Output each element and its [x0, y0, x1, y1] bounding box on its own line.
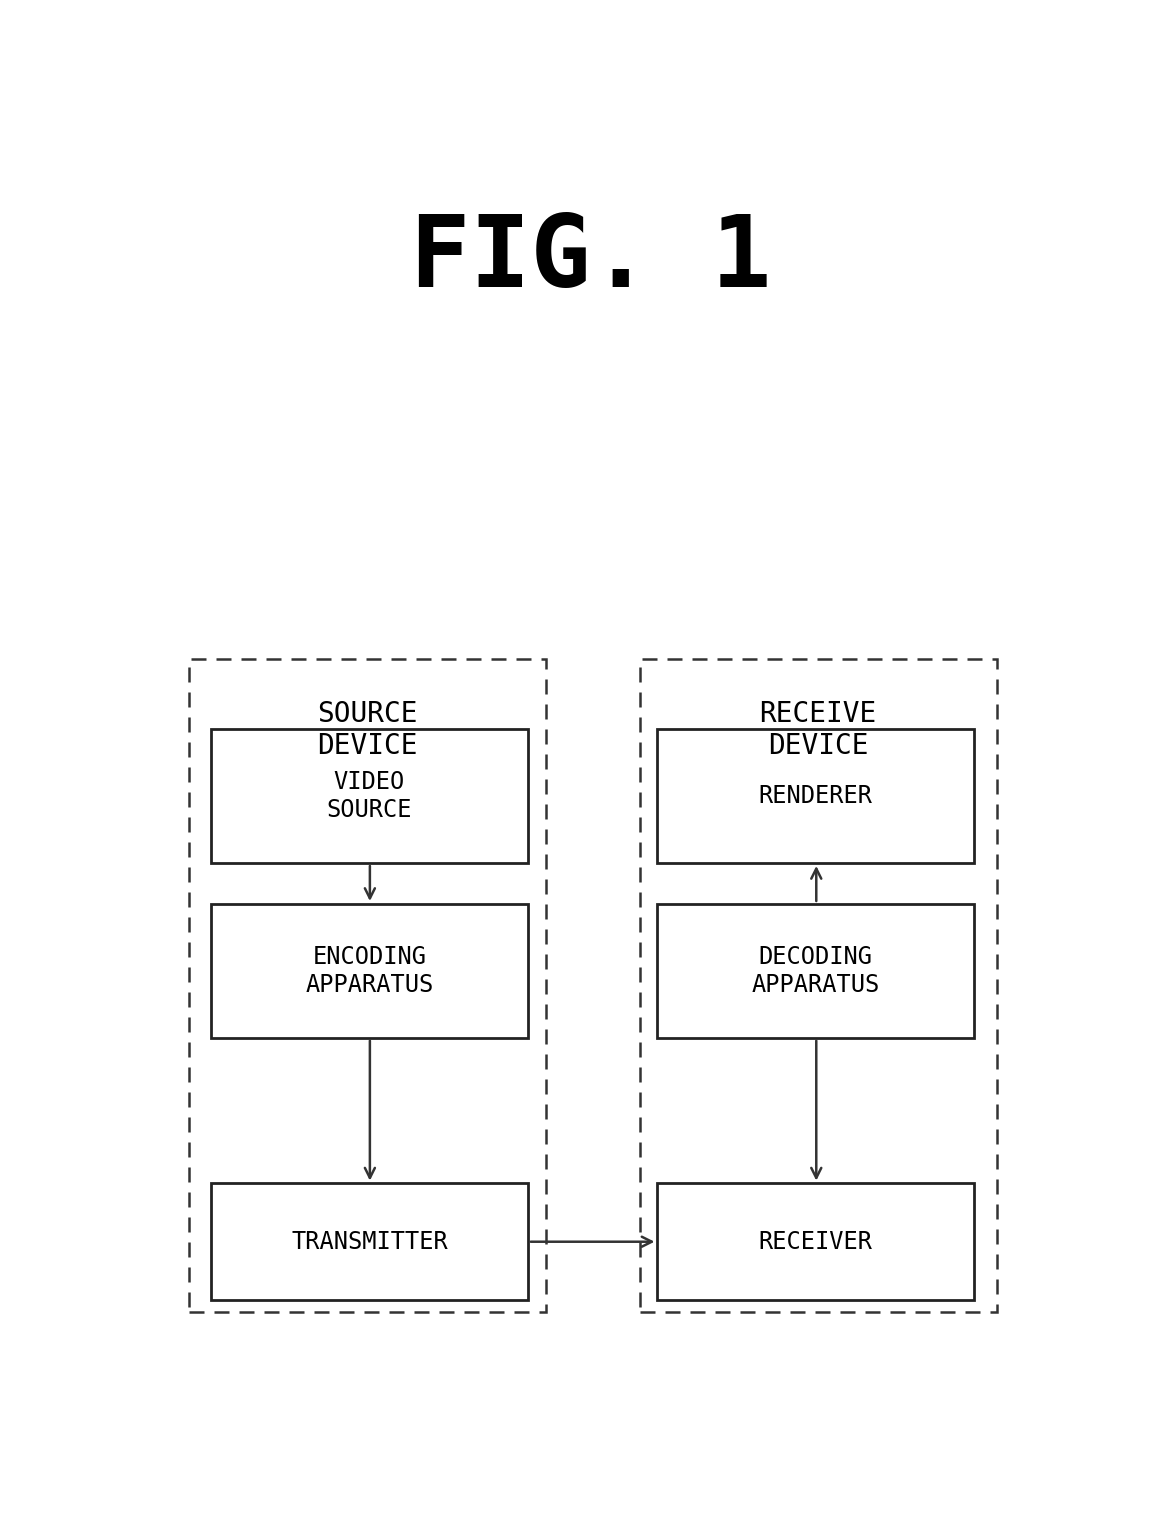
Bar	[639, 660, 996, 1312]
Text: VIDEO
SOURCE: VIDEO SOURCE	[327, 770, 412, 822]
Bar	[211, 729, 528, 862]
Text: RECEIVE
DEVICE: RECEIVE DEVICE	[759, 701, 877, 761]
Text: SOURCE
DEVICE: SOURCE DEVICE	[317, 701, 417, 761]
Text: ENCODING
APPARATUS: ENCODING APPARATUS	[305, 946, 433, 997]
Text: FIG. 1: FIG. 1	[410, 210, 771, 307]
Bar	[211, 1183, 528, 1300]
Bar	[658, 903, 975, 1038]
Text: RENDERER: RENDERER	[759, 784, 873, 808]
Bar	[658, 1183, 975, 1300]
Bar	[189, 660, 546, 1312]
Text: TRANSMITTER: TRANSMITTER	[291, 1230, 448, 1254]
Bar	[658, 729, 975, 862]
Bar	[211, 903, 528, 1038]
Text: DECODING
APPARATUS: DECODING APPARATUS	[752, 946, 880, 997]
Text: RECEIVER: RECEIVER	[759, 1230, 873, 1254]
